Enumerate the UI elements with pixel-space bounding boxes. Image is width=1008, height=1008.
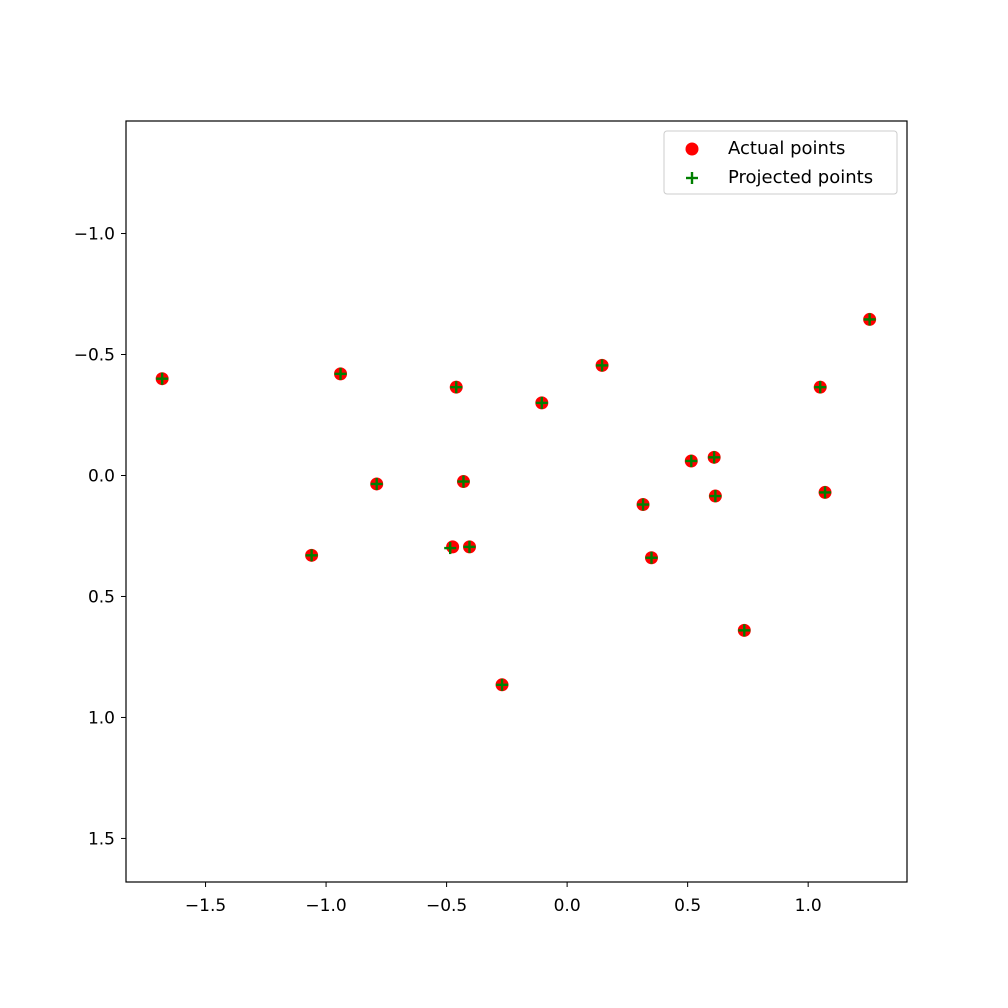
x-tick-label: 1.0: [795, 896, 822, 916]
y-tick-label: −0.5: [74, 346, 115, 366]
x-tick-label: −0.5: [426, 896, 467, 916]
projected-point: [819, 486, 832, 499]
x-tick-label: −1.5: [185, 896, 226, 916]
projected-point: [637, 498, 650, 511]
projected-point: [496, 678, 509, 691]
legend: Actual points Projected points: [663, 130, 898, 195]
legend-projected-label: Projected points: [728, 167, 873, 188]
projected-point: [596, 359, 609, 372]
projected-point: [457, 475, 470, 488]
projected-point: [685, 454, 698, 467]
y-axis-ticks: −1.0 −0.5 0.0 0.5 1.0 1.5: [74, 225, 126, 849]
x-tick-label: 0.0: [554, 896, 581, 916]
actual-point: [446, 540, 460, 554]
plot-markers: [155, 312, 877, 692]
projected-point: [305, 549, 318, 562]
x-axis-ticks: −1.5 −1.0 −0.5 0.0 0.5 1.0: [185, 882, 822, 916]
projected-point: [444, 542, 457, 555]
projected-point: [814, 381, 827, 394]
projected-point: [156, 372, 169, 385]
y-tick-label: 0.0: [88, 466, 115, 486]
projected-point: [334, 367, 347, 380]
y-tick-label: 0.5: [88, 587, 115, 607]
legend-projected-marker: [686, 172, 698, 184]
legend-actual-label: Actual points: [728, 138, 845, 159]
projected-point: [708, 451, 721, 464]
projected-point: [709, 490, 722, 503]
projected-point: [370, 477, 383, 490]
projected-point: [450, 381, 463, 394]
projected-point: [738, 624, 751, 637]
y-tick-label: 1.0: [88, 708, 115, 728]
legend-box: [663, 130, 898, 195]
projected-point: [645, 551, 658, 564]
projected-point: [863, 313, 876, 326]
x-tick-label: 0.5: [674, 896, 701, 916]
legend-actual-marker: [685, 142, 699, 156]
y-tick-label: −1.0: [74, 225, 115, 245]
projected-point: [535, 396, 548, 409]
projected-point: [463, 540, 476, 553]
y-tick-label: 1.5: [88, 829, 115, 849]
axes-frame: [125, 120, 908, 883]
x-tick-label: −1.0: [305, 896, 346, 916]
